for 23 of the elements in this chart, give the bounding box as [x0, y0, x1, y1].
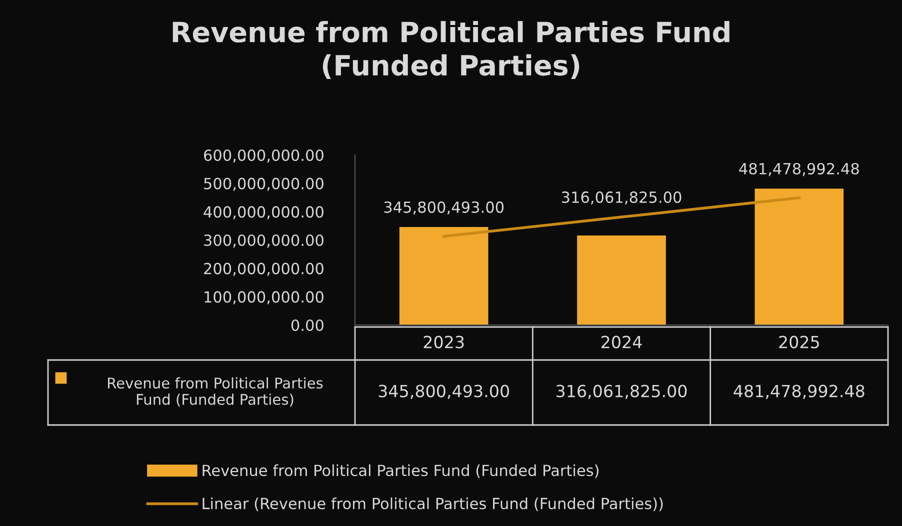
x-tick-label: 2023	[424, 336, 464, 348]
y-tick-label: 100,000,000.00	[204, 291, 324, 304]
y-tick-label: 500,000,000.00	[204, 178, 324, 191]
legend-label: Revenue from Political Parties Fund (Funded Parties)	[202, 464, 598, 478]
legend-label: Linear (Revenue from Political Parties Fund (Funded Parties))	[202, 497, 663, 512]
chart-title: Revenue from Political Parties Fund (Funded Parties)	[172, 21, 730, 80]
y-tick-label: 600,000,000.00	[204, 149, 324, 163]
y-tick-label: 300,000,000.00	[204, 234, 324, 248]
text: 345,800,493.00	[384, 201, 504, 215]
data-label: 481,478,992.48	[734, 384, 864, 400]
bar	[399, 227, 488, 325]
y-tick-label: 200,000,000.00	[204, 262, 324, 276]
x-tick-label: 2024	[602, 336, 642, 348]
data-label: 316,061,825.00	[556, 384, 687, 400]
y-tick-label: 0.00	[291, 319, 324, 332]
text: 481,478,992.48	[739, 162, 859, 176]
y-tick-label: 400,000,000.00	[204, 206, 324, 220]
text: 316,061,825.00	[562, 191, 682, 205]
bar	[577, 235, 666, 325]
bar	[754, 188, 844, 325]
text: Revenue from Political Parties Fund (Funded Parties)	[108, 377, 323, 407]
data-label: 345,800,493.00	[378, 384, 509, 400]
x-tick-label: 2025	[779, 336, 819, 348]
